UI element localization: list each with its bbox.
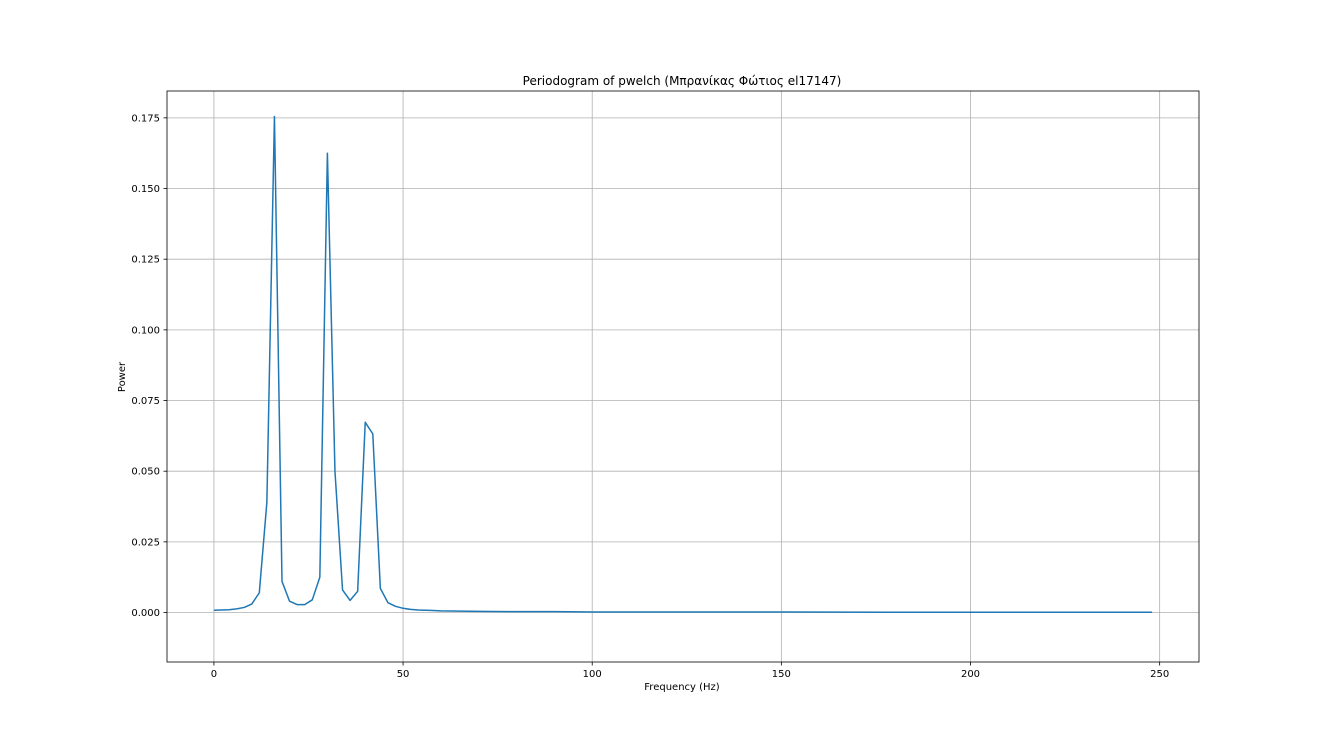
grid-lines (167, 91, 1199, 662)
y-tick-label: 0.100 (131, 325, 160, 336)
y-tick-label: 0.150 (131, 184, 160, 195)
x-tick-label: 200 (961, 669, 980, 680)
y-tick-label: 0.075 (131, 396, 160, 407)
y-tick-label: 0.125 (131, 255, 160, 266)
x-tick-label: 150 (772, 669, 791, 680)
chart-title: Periodogram of pwelch (Μπρανίκας Φώτιος … (523, 74, 842, 88)
plot-frame (166, 90, 1200, 663)
y-tick-label: 0.175 (131, 113, 160, 124)
y-axis-ticks: 0.000 0.025 0.050 0.075 0.100 0.125 0.150 0.175 (131, 113, 167, 619)
x-tick-label: 50 (397, 669, 410, 680)
y-tick-label: 0.050 (131, 467, 160, 478)
y-tick-label: 0.025 (131, 537, 160, 548)
y-axis-label: Power (117, 361, 128, 392)
y-tick-label: 0.000 (131, 608, 160, 619)
x-tick-label: 0 (211, 669, 217, 680)
x-axis-label: Frequency (Hz) (644, 682, 720, 693)
x-tick-label: 100 (583, 669, 602, 680)
x-axis-ticks: 0 50 100 150 200 250 (211, 662, 1169, 680)
power-series-line (213, 115, 1153, 613)
x-tick-label: 250 (1150, 669, 1169, 680)
